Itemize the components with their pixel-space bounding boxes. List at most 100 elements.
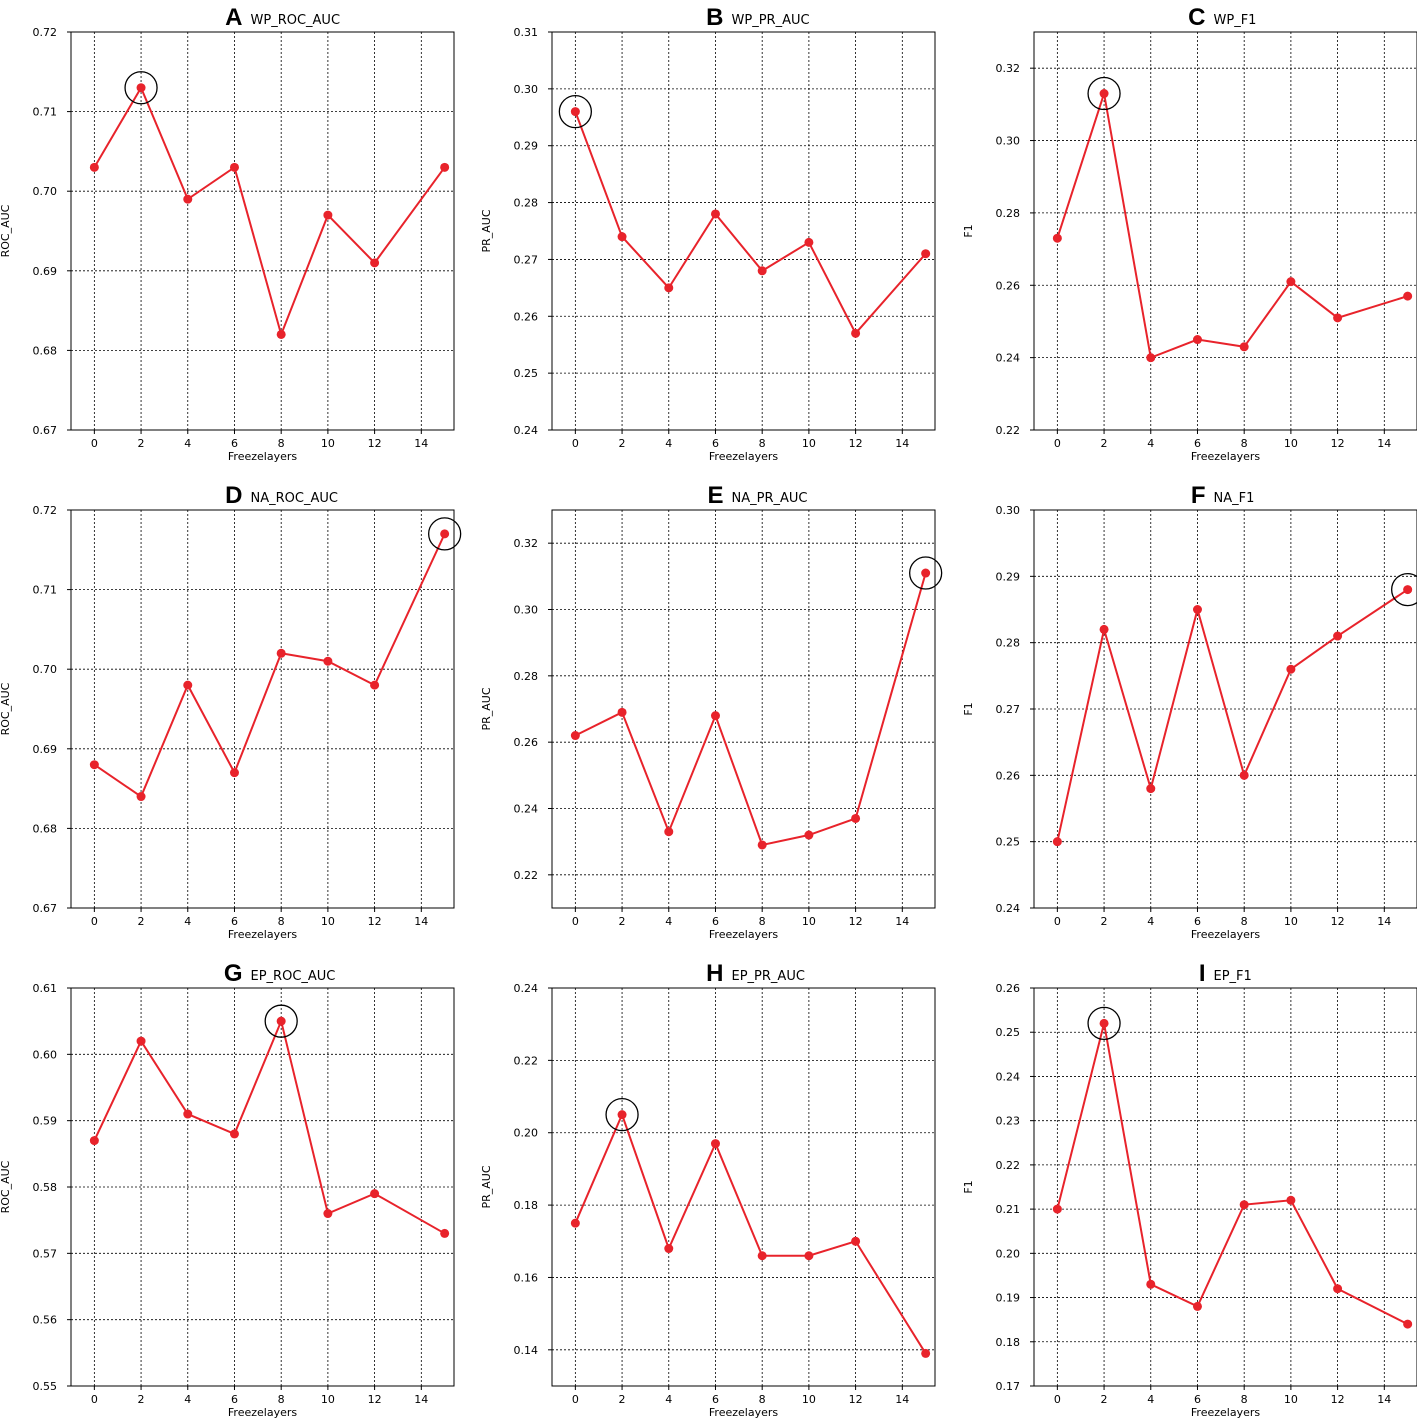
y-tick-label: 0.72 [33, 26, 58, 39]
x-tick-label: 2 [1101, 915, 1108, 928]
panel-title: WP_F1 [1214, 13, 1257, 28]
y-tick-label: 0.24 [514, 424, 539, 437]
series-line [93, 85, 446, 338]
data-point [570, 1218, 580, 1228]
y-tick-label: 0.26 [996, 769, 1021, 782]
y-tick-label: 0.70 [33, 663, 58, 676]
x-tick-label: 14 [1377, 437, 1391, 450]
data-point [664, 827, 674, 837]
x-tick-label: 8 [278, 915, 285, 928]
data-point [617, 232, 627, 242]
x-tick-label: 8 [278, 1393, 285, 1406]
panel-letter: G [224, 960, 243, 987]
best-value-highlight-circle [428, 517, 462, 551]
x-tick-label: 2 [619, 437, 626, 450]
x-axis-label: Freezelayers [1191, 928, 1260, 941]
data-point [1052, 837, 1062, 847]
series-line [1056, 93, 1408, 360]
data-point [89, 162, 99, 172]
x-tick-label: 12 [1331, 915, 1345, 928]
y-tick-label: 0.60 [33, 1048, 58, 1061]
y-tick-label: 0.68 [33, 822, 58, 835]
data-point [804, 237, 814, 247]
y-tick-label: 0.16 [514, 1271, 539, 1284]
y-tick-label: 0.72 [33, 504, 58, 517]
data-point [921, 568, 931, 578]
y-tick-label: 0.30 [996, 504, 1021, 517]
y-tick-label: 0.18 [996, 1336, 1021, 1349]
y-tick-label: 0.26 [514, 310, 539, 323]
data-point [229, 162, 239, 172]
data-point [1239, 342, 1249, 352]
x-tick-label: 4 [184, 1393, 191, 1406]
y-axis-label: ROC_AUC [0, 1160, 12, 1213]
y-axis-label: F1 [962, 224, 975, 237]
data-point [570, 107, 580, 117]
data-point [136, 83, 146, 93]
x-tick-label: 4 [1147, 437, 1154, 450]
y-tick-label: 0.20 [996, 1247, 1021, 1260]
data-point [1146, 784, 1156, 794]
x-tick-label: 12 [368, 1393, 382, 1406]
panel-letter: B [706, 4, 723, 31]
y-tick-label: 0.20 [514, 1127, 539, 1140]
panel-letter: H [706, 960, 723, 987]
plot-frame [1033, 987, 1417, 1387]
data-point [183, 194, 193, 204]
y-tick-label: 0.25 [996, 1026, 1021, 1039]
data-point [1239, 770, 1249, 780]
data-point [89, 760, 99, 770]
panel-letter: F [1191, 482, 1206, 509]
x-tick-label: 0 [91, 437, 98, 450]
plot-frame [551, 509, 936, 909]
x-tick-label: 4 [1147, 915, 1154, 928]
x-tick-label: 2 [138, 915, 145, 928]
x-tick-label: 14 [895, 1393, 909, 1406]
x-tick-label: 6 [712, 437, 719, 450]
y-tick-label: 0.59 [33, 1115, 58, 1128]
x-tick-label: 6 [231, 1393, 238, 1406]
x-tick-label: 14 [895, 437, 909, 450]
data-point [804, 830, 814, 840]
data-point [1146, 353, 1156, 363]
data-point [89, 1136, 99, 1146]
data-point [1099, 624, 1109, 634]
y-tick-label: 0.24 [996, 902, 1021, 915]
best-value-highlight-circle [264, 1004, 298, 1038]
data-point [1333, 631, 1343, 641]
y-axis-label: PR_AUC [480, 687, 493, 730]
x-tick-label: 0 [572, 915, 579, 928]
panel-i: 0 2 4 6 8 10 12 14 0.17 0.18 0.19 0.20 0.21 0.22 0.23 0… [962, 960, 1417, 1419]
y-tick-label: 0.71 [33, 106, 58, 119]
data-point [851, 328, 861, 338]
y-tick-label: 0.67 [33, 424, 58, 437]
x-tick-label: 2 [138, 1393, 145, 1406]
x-tick-label: 14 [1377, 1393, 1391, 1406]
data-point [1403, 291, 1413, 301]
x-tick-label: 14 [1377, 915, 1391, 928]
x-tick-label: 8 [1241, 437, 1248, 450]
x-tick-label: 0 [572, 1393, 579, 1406]
x-tick-label: 12 [849, 915, 863, 928]
best-value-highlight-circle [558, 94, 593, 129]
data-point [1286, 664, 1296, 674]
y-tick-label: 0.56 [33, 1314, 58, 1327]
x-tick-label: 0 [1054, 437, 1061, 450]
y-tick-label: 0.31 [514, 26, 539, 39]
data-point [1333, 313, 1343, 323]
x-tick-label: 6 [231, 915, 238, 928]
y-tick-label: 0.32 [514, 537, 539, 550]
data-point [136, 1036, 146, 1046]
x-tick-label: 2 [619, 1393, 626, 1406]
x-tick-label: 10 [321, 1393, 335, 1406]
y-tick-label: 0.71 [33, 584, 58, 597]
x-tick-label: 4 [1147, 1393, 1154, 1406]
x-tick-label: 6 [1194, 437, 1201, 450]
x-axis-label: Freezelayers [709, 1406, 778, 1419]
y-tick-label: 0.24 [996, 1070, 1021, 1083]
series-line [574, 111, 927, 336]
y-tick-label: 0.25 [514, 367, 539, 380]
series-line [93, 1017, 446, 1235]
panel-title: NA_ROC_AUC [251, 491, 338, 506]
x-tick-label: 4 [665, 1393, 672, 1406]
